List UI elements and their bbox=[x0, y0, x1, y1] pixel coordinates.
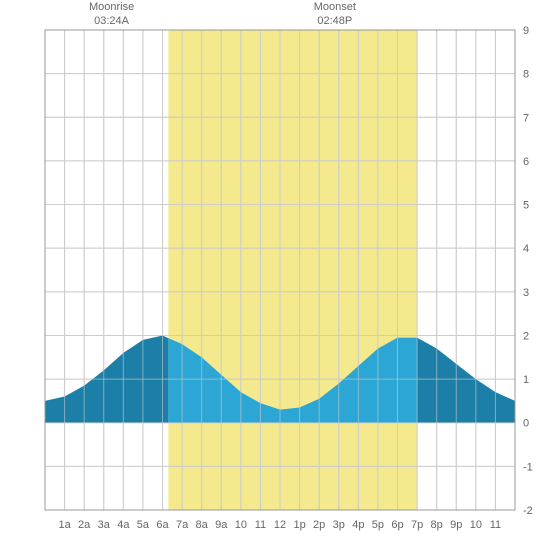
moonrise-title: Moonrise bbox=[82, 0, 142, 14]
svg-text:6: 6 bbox=[523, 156, 529, 168]
svg-text:-2: -2 bbox=[523, 505, 533, 517]
svg-text:5: 5 bbox=[523, 200, 529, 212]
svg-text:3p: 3p bbox=[333, 519, 345, 531]
svg-text:11: 11 bbox=[255, 519, 266, 531]
svg-text:2a: 2a bbox=[78, 519, 91, 531]
svg-text:12: 12 bbox=[274, 519, 286, 531]
svg-text:9a: 9a bbox=[215, 519, 228, 531]
svg-text:3: 3 bbox=[523, 287, 529, 299]
svg-text:1p: 1p bbox=[293, 519, 305, 531]
svg-text:7: 7 bbox=[523, 112, 529, 124]
svg-text:4a: 4a bbox=[117, 519, 130, 531]
svg-text:8p: 8p bbox=[431, 519, 443, 531]
svg-text:9p: 9p bbox=[450, 519, 462, 531]
svg-text:10: 10 bbox=[235, 519, 247, 531]
svg-text:8a: 8a bbox=[196, 519, 209, 531]
svg-text:7a: 7a bbox=[176, 519, 189, 531]
svg-text:11: 11 bbox=[490, 519, 501, 531]
moonset-title: Moonset bbox=[305, 0, 365, 14]
svg-text:9: 9 bbox=[523, 25, 529, 37]
svg-text:4p: 4p bbox=[352, 519, 364, 531]
svg-text:5a: 5a bbox=[137, 519, 150, 531]
svg-text:2p: 2p bbox=[313, 519, 325, 531]
moonrise-label: Moonrise 03:24A bbox=[82, 0, 142, 29]
svg-text:7p: 7p bbox=[411, 519, 423, 531]
svg-text:1a: 1a bbox=[58, 519, 71, 531]
chart-svg: -2-101234567891a2a3a4a5a6a7a8a9a1011121p… bbox=[0, 0, 550, 550]
svg-text:5p: 5p bbox=[372, 519, 384, 531]
moonrise-time: 03:24A bbox=[82, 14, 142, 28]
svg-text:6a: 6a bbox=[156, 519, 169, 531]
svg-text:8: 8 bbox=[523, 69, 529, 81]
svg-text:-1: -1 bbox=[523, 461, 533, 473]
svg-text:0: 0 bbox=[523, 418, 529, 430]
moonset-label: Moonset 02:48P bbox=[305, 0, 365, 29]
svg-text:1: 1 bbox=[523, 374, 529, 386]
moonset-time: 02:48P bbox=[305, 14, 365, 28]
svg-text:2: 2 bbox=[523, 330, 529, 342]
svg-text:4: 4 bbox=[523, 243, 529, 255]
svg-text:3a: 3a bbox=[98, 519, 111, 531]
svg-text:6p: 6p bbox=[391, 519, 403, 531]
svg-text:10: 10 bbox=[470, 519, 482, 531]
tide-chart: Moonrise 03:24A Moonset 02:48P -2-101234… bbox=[0, 0, 550, 550]
